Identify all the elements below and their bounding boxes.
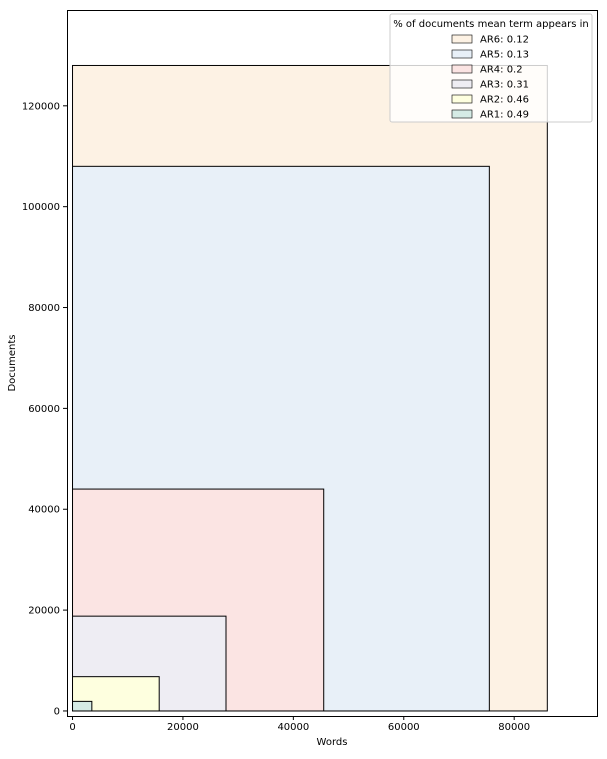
x-tick-label: 0 xyxy=(69,722,75,733)
legend: % of documents mean term appears in AR6:… xyxy=(389,13,593,123)
x-tick-label: 40000 xyxy=(277,722,309,733)
y-axis-label: Documents xyxy=(7,334,18,391)
legend-items: AR6: 0.12 AR5: 0.13 AR4: 0.2 AR3: 0.31 AR2: … xyxy=(451,34,529,121)
x-tick-label: 80000 xyxy=(498,722,530,733)
plot-frame xyxy=(67,10,598,717)
y-tick-label: 80000 xyxy=(28,303,60,314)
legend-entry-label: AR1: 0.49 xyxy=(480,110,529,121)
y-tick-label: 120000 xyxy=(22,101,60,112)
legend-entry-label: AR2: 0.46 xyxy=(480,95,529,106)
y-tick-label: 20000 xyxy=(28,606,60,617)
ticks-layer: 0 20000 40000 60000 80000 0 20000 40000 60000 800… xyxy=(22,101,530,733)
legend-entry-label: AR5: 0.13 xyxy=(480,50,529,61)
legend-swatch xyxy=(451,94,473,104)
area-rect-ar1 xyxy=(72,700,93,712)
x-tick-label: 20000 xyxy=(167,722,199,733)
legend-swatch xyxy=(451,34,473,44)
x-tick-label: 60000 xyxy=(388,722,420,733)
legend-box xyxy=(389,13,593,123)
legend-title: % of documents mean term appears in xyxy=(393,19,589,30)
y-tick-label: 100000 xyxy=(22,202,60,213)
legend-entry-label: AR4: 0.2 xyxy=(480,65,523,76)
x-axis-label: Words xyxy=(317,737,348,748)
y-tick-label: 0 xyxy=(54,706,60,717)
legend-swatch xyxy=(451,109,473,119)
y-tick-label: 60000 xyxy=(28,404,60,415)
legend-entry-label: AR6: 0.12 xyxy=(480,35,529,46)
rectangles-layer xyxy=(72,64,548,712)
legend-swatch xyxy=(451,79,473,89)
legend-swatch xyxy=(451,64,473,74)
legend-swatch xyxy=(451,49,473,59)
legend-entry-label: AR3: 0.31 xyxy=(480,80,529,91)
y-tick-label: 40000 xyxy=(28,505,60,516)
